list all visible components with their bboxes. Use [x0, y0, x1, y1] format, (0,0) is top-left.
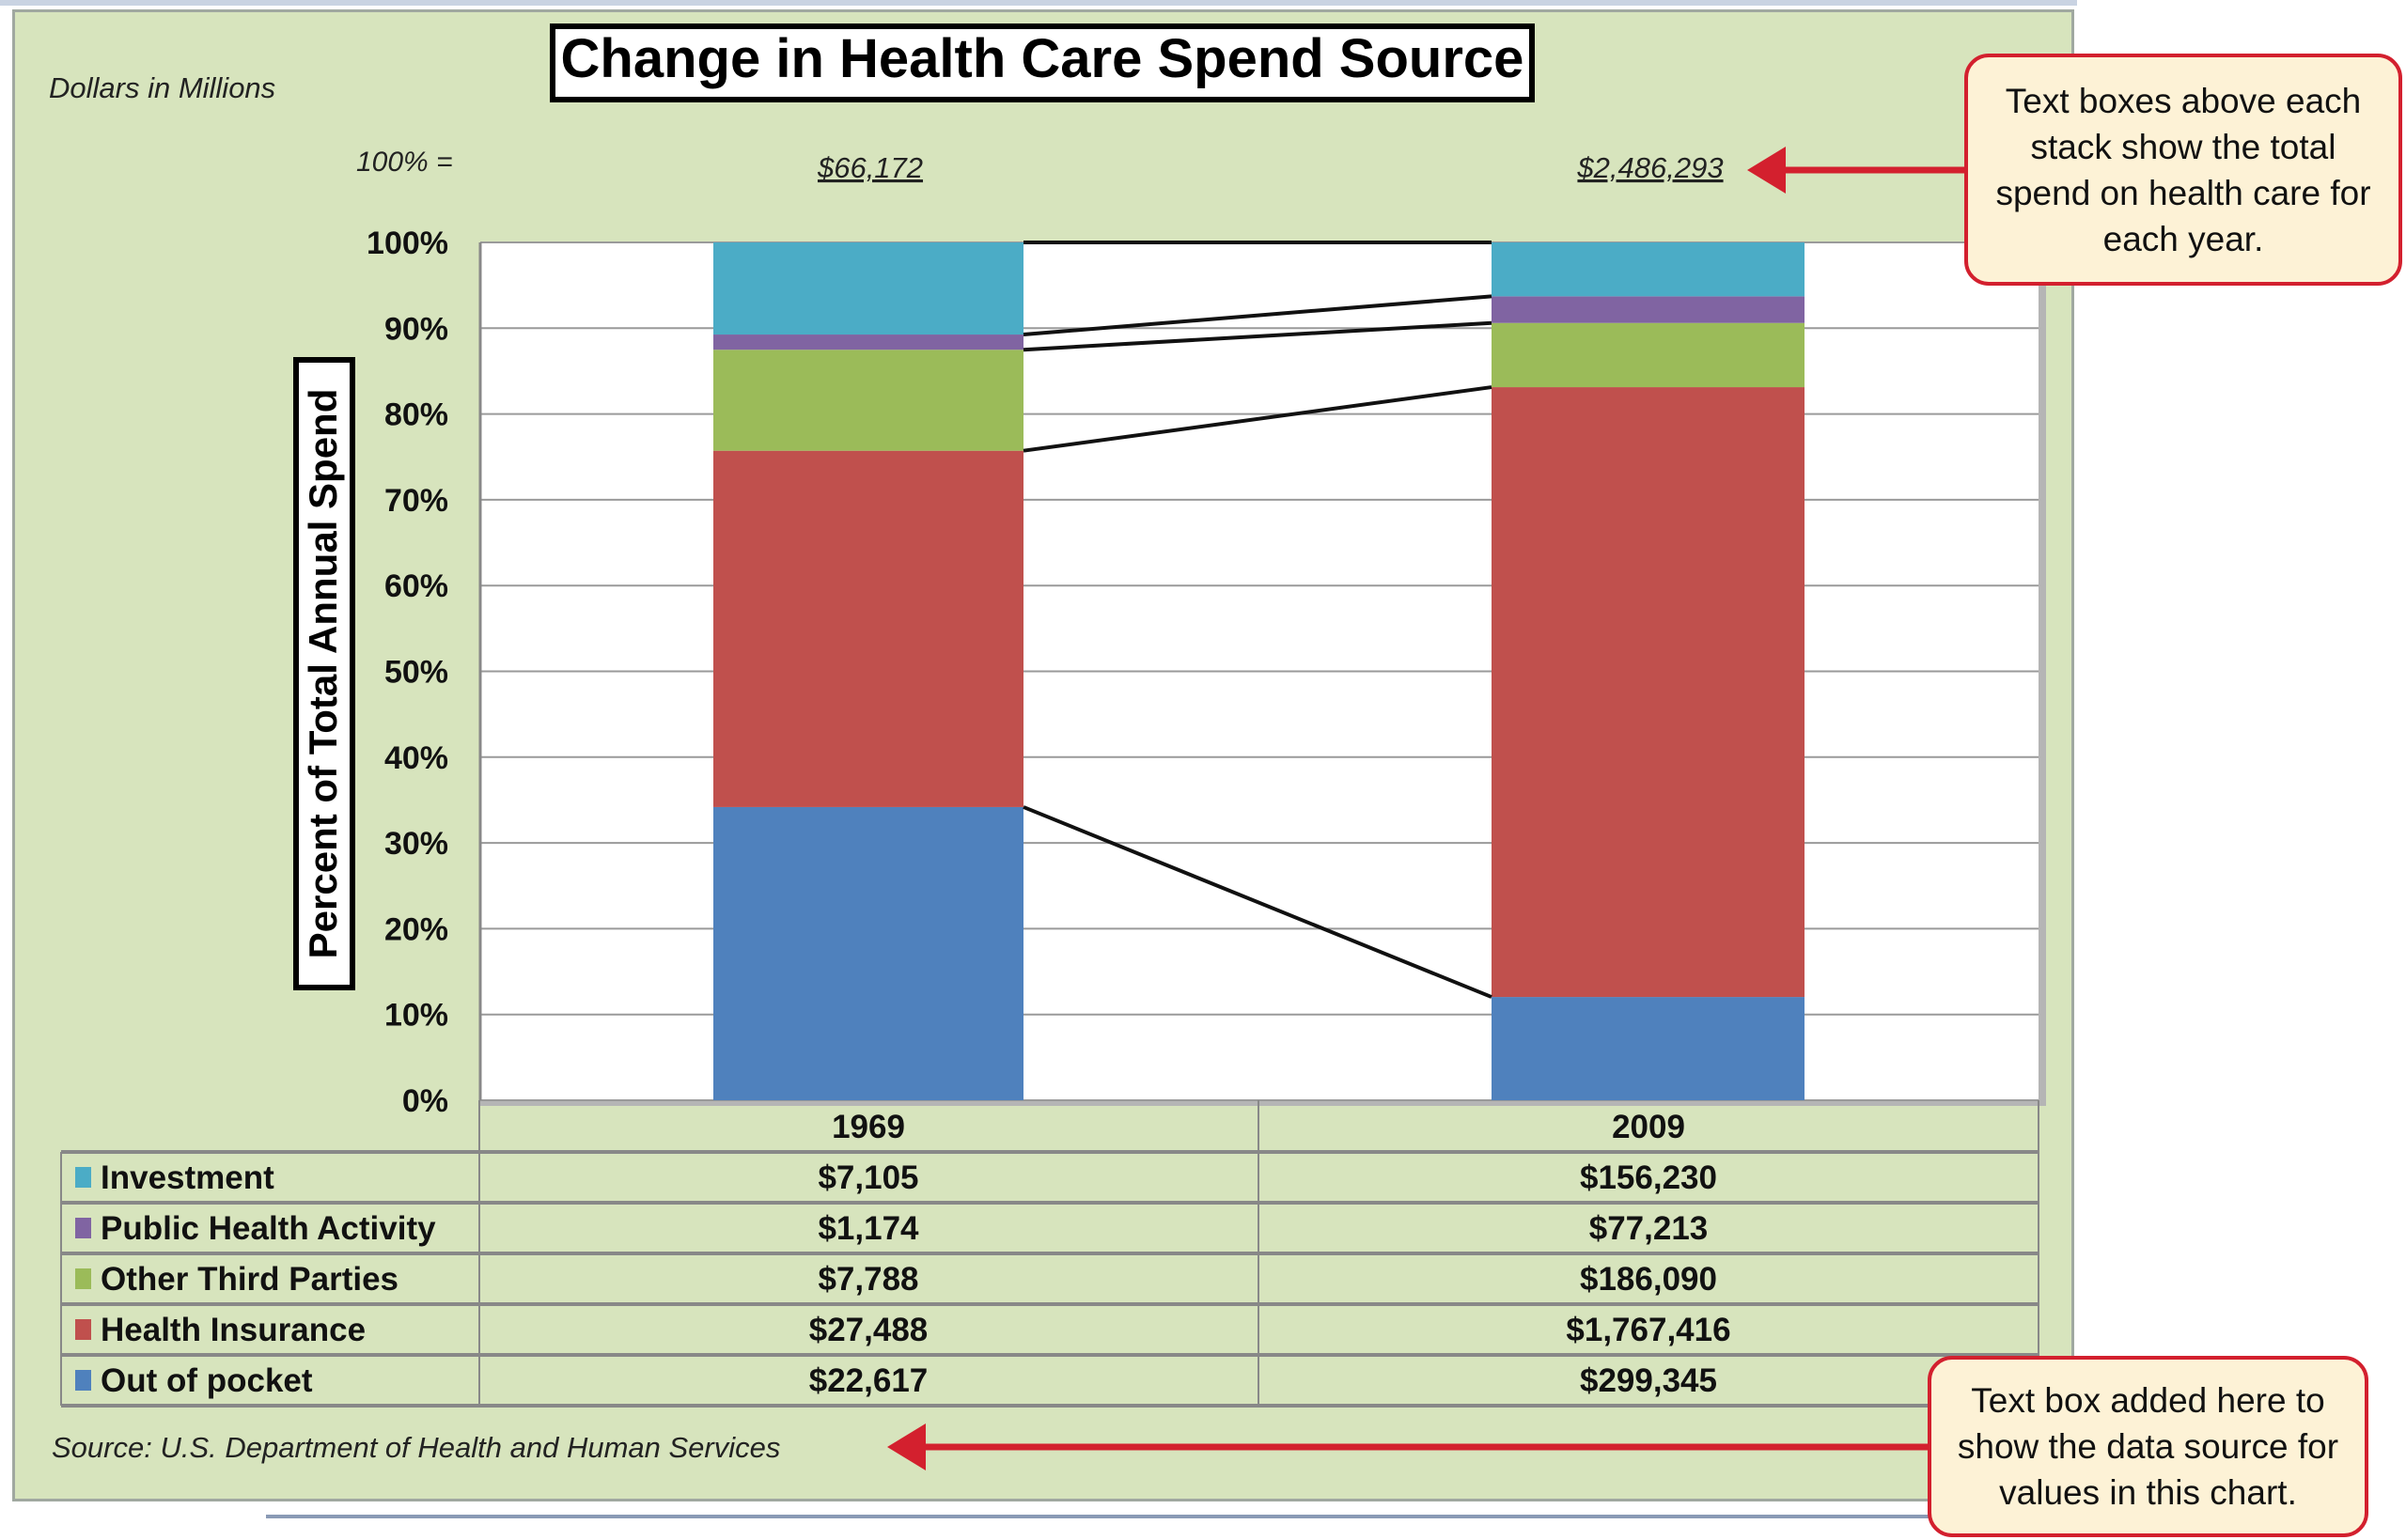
- arrow-head-icon: [887, 1423, 926, 1470]
- y-tick-label: 60%: [384, 568, 448, 604]
- totals-label: 100% =: [356, 147, 453, 178]
- chart-subtitle: Dollars in Millions: [49, 71, 275, 104]
- chart-title-box: [550, 23, 1535, 102]
- y-tick-label: 100%: [367, 226, 448, 261]
- y-axis-title: Percent of Total Annual Spend: [301, 389, 345, 959]
- plot-shadow-bottom: [480, 1100, 2046, 1106]
- y-tick-label: 0%: [402, 1083, 448, 1119]
- series-connector-line: [1023, 385, 1492, 453]
- plot-shadow-right: [2039, 242, 2046, 1106]
- y-tick-label: 50%: [384, 655, 448, 691]
- window-top-edge: [0, 0, 2077, 6]
- legend-key-public-health-activity: [75, 1218, 91, 1238]
- bar-segment-health-insurance-1969: [713, 450, 1023, 807]
- bar-segment-investment-2009: [1492, 242, 1804, 297]
- table-cell: $1,174: [818, 1210, 919, 1247]
- legend-key-investment: [75, 1167, 91, 1188]
- y-tick-label: 90%: [384, 311, 448, 347]
- y-tick-label: 20%: [384, 911, 448, 947]
- totals-callout: Text boxes above each stack show the tot…: [1964, 54, 2402, 286]
- table-cell: $7,788: [818, 1261, 918, 1298]
- table-cell: $299,345: [1580, 1362, 1717, 1399]
- table-cell: $156,230: [1580, 1159, 1717, 1196]
- table-cell: $1,767,416: [1566, 1312, 1730, 1348]
- y-tick-label: 40%: [384, 740, 448, 776]
- legend-key-health-insurance: [75, 1319, 91, 1340]
- table-header-2009: 2009: [1612, 1109, 1685, 1145]
- total-label-2009: $2,486,293: [1576, 151, 1723, 184]
- bar-segment-other-third-parties-1969: [713, 350, 1023, 451]
- chart-title: Change in Health Care Spend Source: [561, 28, 1524, 89]
- y-tick-label: 30%: [384, 826, 448, 862]
- bar-segment-other-third-parties-2009: [1492, 322, 1804, 388]
- table-header-1969: 1969: [832, 1109, 905, 1145]
- legend-key-out-of-pocket: [75, 1370, 91, 1391]
- y-tick-label: 70%: [384, 483, 448, 519]
- bar-segment-public-health-activity-2009: [1492, 296, 1804, 323]
- legend-key-other-third-parties: [75, 1268, 91, 1289]
- legend-label: Investment: [101, 1159, 274, 1196]
- bar-segment-public-health-activity-1969: [713, 334, 1023, 350]
- source-callout: Text box added here to show the data sou…: [1928, 1356, 2368, 1537]
- bar-segment-investment-1969: [713, 242, 1023, 335]
- bar-segment-out-of-pocket-2009: [1492, 997, 1804, 1100]
- total-label-1969: $66,172: [817, 151, 923, 184]
- table-cell: $77,213: [1589, 1210, 1709, 1247]
- series-connector-line: [1023, 805, 1492, 999]
- series-connector-line: [1023, 294, 1492, 337]
- arrow-head-icon: [1747, 147, 1786, 194]
- table-cell: $186,090: [1580, 1261, 1717, 1298]
- bar-segment-health-insurance-2009: [1492, 387, 1804, 998]
- bar-segment-out-of-pocket-1969: [713, 806, 1023, 1100]
- legend-label: Out of pocket: [101, 1362, 313, 1399]
- y-tick-label: 80%: [384, 397, 448, 433]
- table-cell: $27,488: [809, 1312, 929, 1348]
- table-cell: $22,617: [809, 1362, 929, 1399]
- divider: [266, 1515, 1929, 1518]
- y-tick-label: 10%: [384, 998, 448, 1034]
- table-cell: $7,105: [818, 1159, 918, 1196]
- series-connector-line: [1023, 320, 1492, 352]
- legend-label: Health Insurance: [101, 1312, 366, 1348]
- legend-label: Public Health Activity: [101, 1210, 436, 1247]
- legend-label: Other Third Parties: [101, 1261, 398, 1298]
- y-axis-title-box: [293, 357, 355, 990]
- source-note: Source: U.S. Department of Health and Hu…: [52, 1431, 780, 1464]
